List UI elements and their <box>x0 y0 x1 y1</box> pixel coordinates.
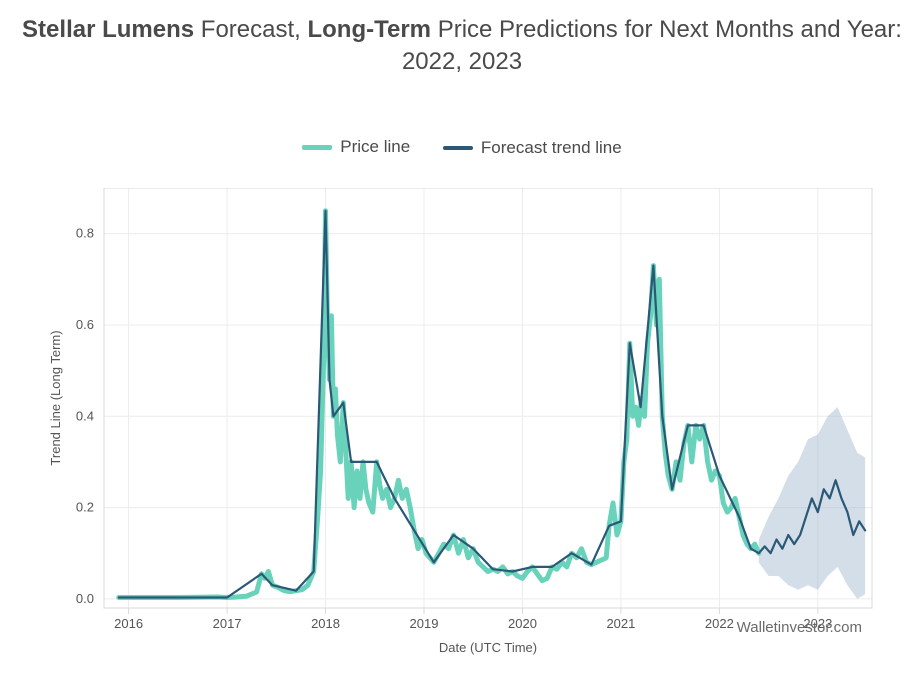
svg-text:2016: 2016 <box>114 616 143 631</box>
legend-label-forecast: Forecast trend line <box>481 138 622 158</box>
svg-text:2020: 2020 <box>508 616 537 631</box>
svg-text:2018: 2018 <box>311 616 340 631</box>
svg-text:0.8: 0.8 <box>76 226 94 241</box>
svg-text:0.6: 0.6 <box>76 317 94 332</box>
svg-text:2022: 2022 <box>705 616 734 631</box>
svg-text:2019: 2019 <box>410 616 439 631</box>
legend-item-forecast: Forecast trend line <box>443 138 622 158</box>
legend-item-price: Price line <box>302 137 410 157</box>
legend-label-price: Price line <box>340 137 410 157</box>
legend-swatch-price <box>302 145 332 150</box>
legend: Price line Forecast trend line <box>0 135 924 158</box>
watermark-text: Walletinvestor.com <box>737 619 862 636</box>
chart: 0.0 0.2 0.4 0.6 0.8 2016 2017 2018 2019 2020 2021 2… <box>42 188 882 658</box>
chart-title: Stellar Lumens Forecast, Long-Term Price… <box>0 0 924 79</box>
svg-text:0.2: 0.2 <box>76 500 94 515</box>
svg-text:2021: 2021 <box>606 616 635 631</box>
svg-text:0.0: 0.0 <box>76 591 94 606</box>
svg-text:Date (UTC Time): Date (UTC Time) <box>439 640 537 655</box>
svg-text:0.4: 0.4 <box>76 408 94 423</box>
chart-svg: 0.0 0.2 0.4 0.6 0.8 2016 2017 2018 2019 2020 2021 2… <box>42 188 882 658</box>
svg-text:2017: 2017 <box>213 616 242 631</box>
legend-swatch-forecast <box>443 146 473 150</box>
svg-text:Trend Line (Long Term): Trend Line (Long Term) <box>48 330 63 465</box>
